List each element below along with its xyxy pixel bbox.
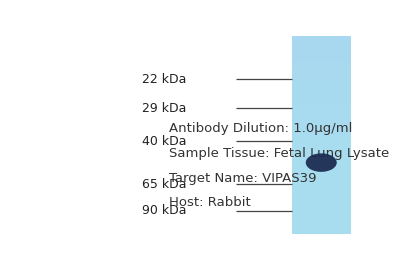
Text: Sample Tissue: Fetal Lung Lysate: Sample Tissue: Fetal Lung Lysate [169, 147, 390, 160]
Text: Antibody Dilution: 1.0μg/ml: Antibody Dilution: 1.0μg/ml [169, 122, 353, 135]
Text: 40 kDa: 40 kDa [142, 135, 186, 147]
Text: Target Name: VIPAS39: Target Name: VIPAS39 [169, 171, 317, 184]
Text: 90 kDa: 90 kDa [142, 205, 186, 217]
Text: 22 kDa: 22 kDa [142, 73, 186, 86]
Text: Host: Rabbit: Host: Rabbit [169, 196, 251, 209]
Bar [292, 36, 351, 234]
Text: 65 kDa: 65 kDa [142, 178, 186, 191]
Text: 29 kDa: 29 kDa [142, 102, 186, 115]
Ellipse shape [306, 153, 337, 172]
